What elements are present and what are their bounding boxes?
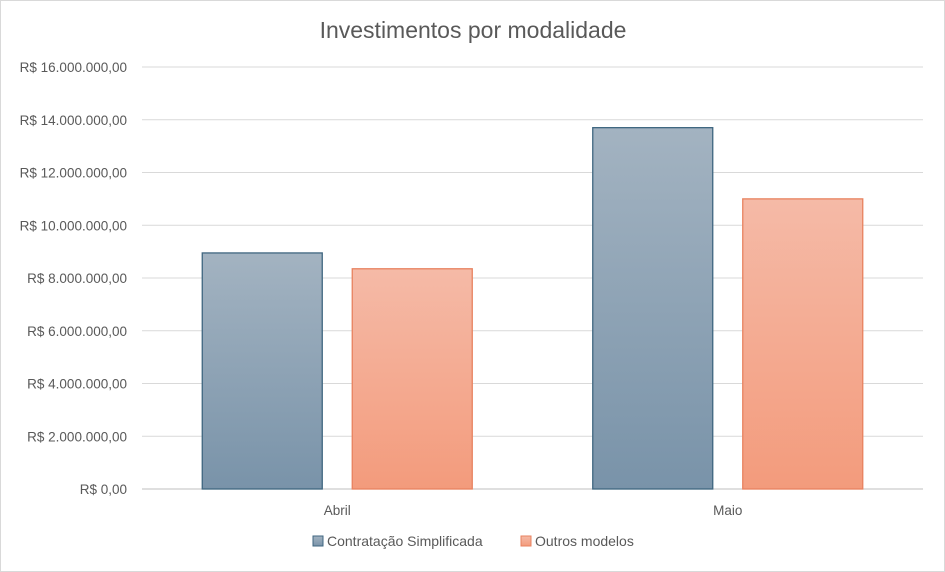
- legend-swatch: [520, 535, 532, 547]
- x-axis-ticks: Abril Maio: [324, 503, 743, 518]
- bar-maio-series-2: [742, 198, 864, 490]
- legend: Contratação Simplificada Outros modelos: [312, 533, 634, 549]
- y-tick-label: R$ 8.000.000,00: [27, 271, 127, 286]
- legend-label: Contratação Simplificada: [327, 533, 483, 549]
- y-tick-label: R$ 0,00: [80, 482, 127, 497]
- legend-swatch: [312, 535, 324, 547]
- bar-abril-series-1: [201, 252, 323, 490]
- y-tick-label: R$ 4.000.000,00: [27, 377, 127, 392]
- y-tick-label: R$ 6.000.000,00: [27, 324, 127, 339]
- y-tick-label: R$ 10.000.000,00: [20, 218, 127, 233]
- y-tick-label: R$ 14.000.000,00: [20, 113, 127, 128]
- x-tick-label: Maio: [713, 503, 742, 518]
- bars: [201, 127, 864, 490]
- bar-maio-series-1: [592, 127, 714, 490]
- bar-abril-series-2: [351, 268, 473, 490]
- legend-label: Outros modelos: [535, 533, 634, 549]
- y-tick-label: R$ 12.000.000,00: [20, 166, 127, 181]
- chart-title: Investimentos por modalidade: [320, 17, 627, 43]
- y-tick-label: R$ 2.000.000,00: [27, 429, 127, 444]
- y-axis-ticks: R$ 0,00 R$ 2.000.000,00 R$ 4.000.000,00 R$ …: [20, 60, 127, 497]
- y-tick-label: R$ 16.000.000,00: [20, 60, 127, 75]
- x-tick-label: Abril: [324, 503, 351, 518]
